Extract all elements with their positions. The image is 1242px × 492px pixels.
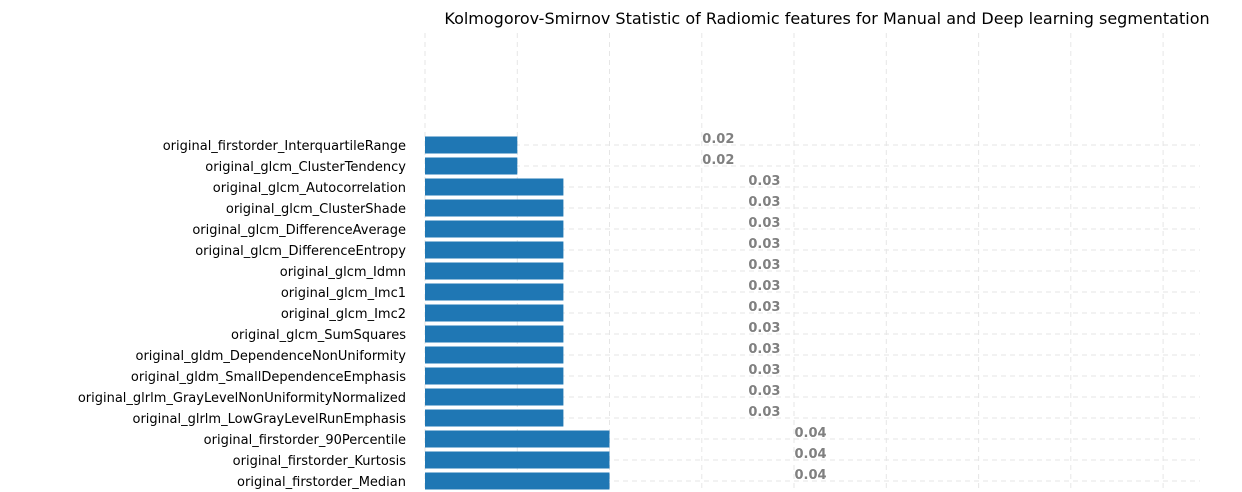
bar — [425, 409, 564, 427]
bar — [425, 430, 610, 448]
data-label: 0.03 — [748, 174, 780, 189]
bar — [425, 178, 564, 196]
y-tick-label: original_glcm_Autocorrelation — [213, 181, 406, 196]
chart-title: Kolmogorov-Smirnov Statistic of Radiomic… — [444, 9, 1209, 28]
bar — [425, 304, 564, 322]
bar — [425, 136, 518, 154]
bar — [425, 472, 610, 490]
bar — [425, 367, 564, 385]
data-label: 0.04 — [795, 426, 827, 441]
data-label: 0.03 — [748, 279, 780, 294]
data-label: 0.03 — [748, 363, 780, 378]
bar — [425, 388, 564, 406]
bar — [425, 241, 564, 259]
y-tick-label: original_glcm_Imc1 — [281, 286, 406, 301]
bar — [425, 325, 564, 343]
data-label: 0.03 — [748, 300, 780, 315]
data-label: 0.03 — [748, 321, 780, 336]
data-label: 0.03 — [748, 195, 780, 210]
y-tick-label: original_glrlm_GrayLevelNonUniformityNor… — [78, 391, 406, 406]
bar — [425, 283, 564, 301]
bar — [425, 199, 564, 217]
data-label: 0.03 — [748, 237, 780, 252]
y-tick-label: original_glcm_DifferenceAverage — [192, 223, 406, 238]
y-tick-label: original_firstorder_InterquartileRange — [163, 139, 406, 154]
y-tick-label: original_glcm_Idmn — [280, 265, 406, 280]
data-label: 0.03 — [748, 216, 780, 231]
y-tick-label: original_gldm_SmallDependenceEmphasis — [131, 370, 406, 385]
data-label: 0.04 — [795, 447, 827, 462]
y-tick-label: original_glcm_DifferenceEntropy — [195, 244, 406, 259]
y-tick-label: original_gldm_DependenceNonUniformity — [136, 349, 407, 364]
y-tick-label: original_glcm_ClusterShade — [226, 202, 406, 217]
data-label: 0.03 — [748, 258, 780, 273]
y-tick-label: original_glcm_ClusterTendency — [205, 160, 406, 175]
y-tick-label: original_firstorder_90Percentile — [204, 433, 406, 448]
data-label: 0.03 — [748, 405, 780, 420]
y-tick-label: original_firstorder_Median — [237, 475, 406, 490]
data-label: 0.02 — [702, 132, 734, 147]
data-label: 0.03 — [748, 342, 780, 357]
y-tick-labels: original_firstorder_InterquartileRangeor… — [78, 139, 406, 490]
bars — [425, 136, 610, 490]
data-labels: 0.02 0.02 0.03 0.03 0.03 0.03 0.03 0.03 0.03 0.03… — [702, 132, 826, 483]
data-label: 0.02 — [702, 153, 734, 168]
bar — [425, 346, 564, 364]
y-tick-label: original_glcm_Imc2 — [281, 307, 406, 322]
y-tick-label: original_firstorder_Kurtosis — [233, 454, 407, 469]
y-tick-label: original_glcm_SumSquares — [231, 328, 406, 343]
bar — [425, 262, 564, 280]
y-tick-label: original_glrlm_LowGrayLevelRunEmphasis — [133, 412, 407, 427]
bar — [425, 157, 518, 175]
bar — [425, 220, 564, 238]
data-label: 0.03 — [748, 384, 780, 399]
data-label: 0.04 — [795, 468, 827, 483]
bar — [425, 451, 610, 469]
